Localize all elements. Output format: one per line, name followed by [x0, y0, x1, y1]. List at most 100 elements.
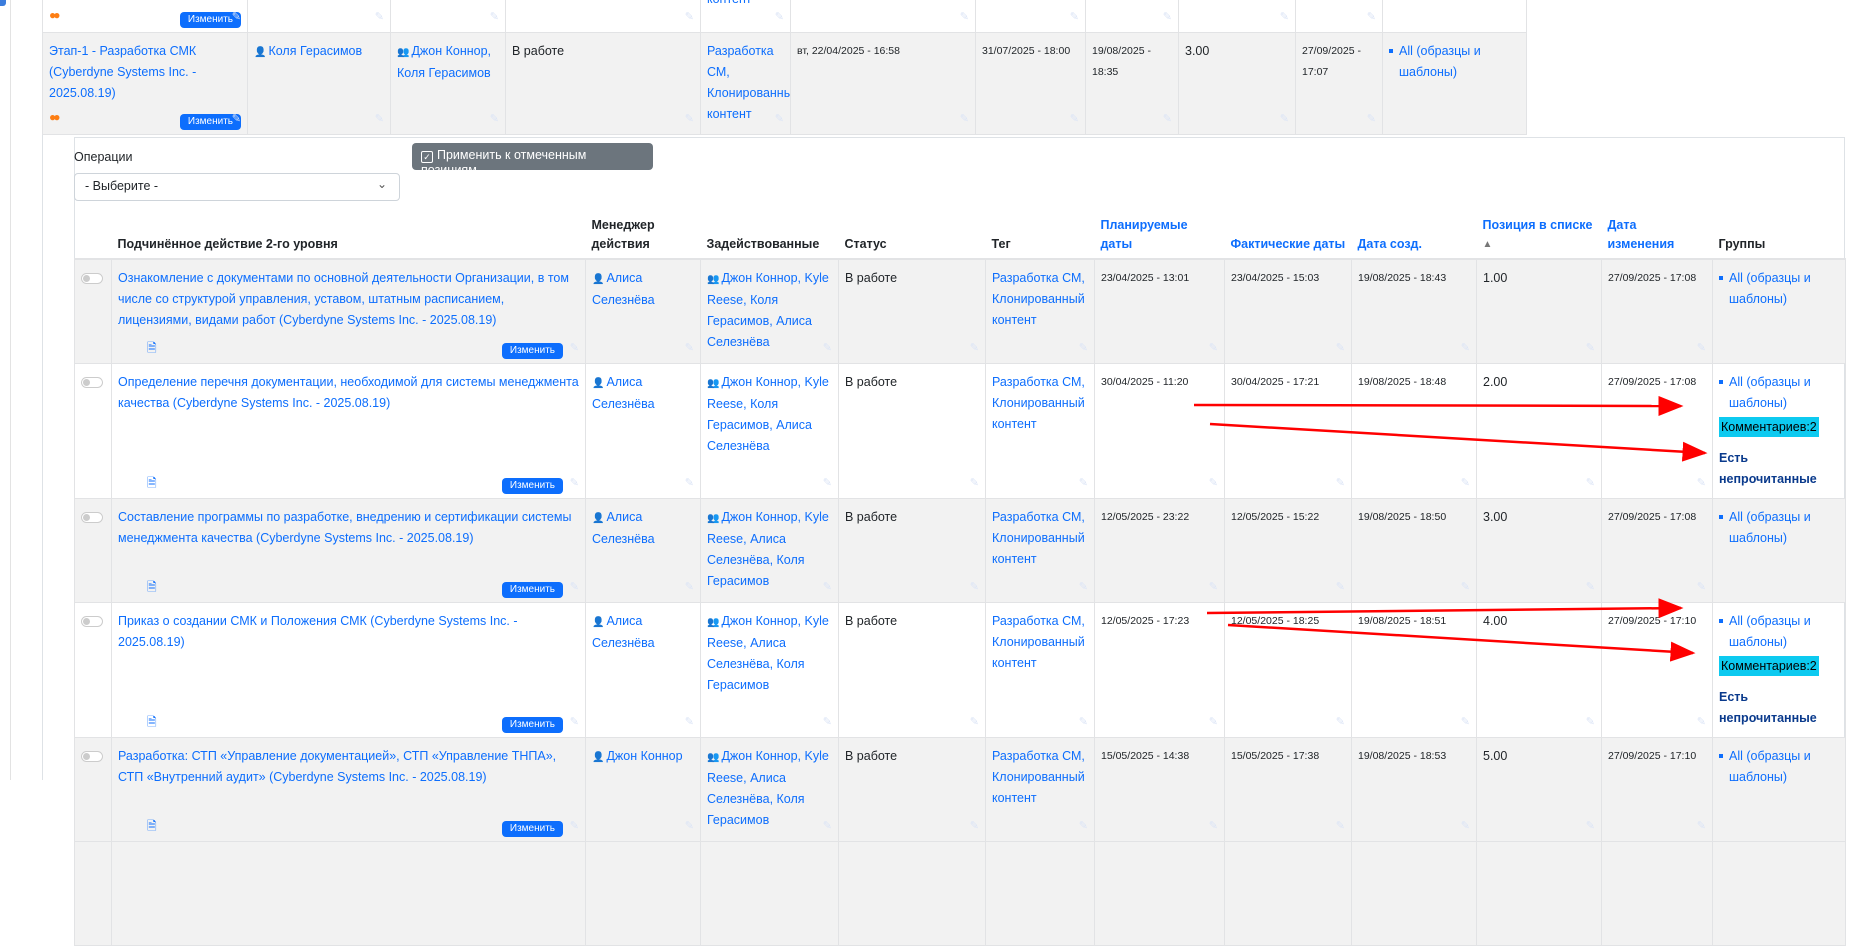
involved-links[interactable]: Джон Коннор, Kyle Reese, Алиса Селезнёва… [707, 748, 829, 827]
position-value: 4.00 [1476, 601, 1602, 738]
table-row: Ознакомление с документами по основной д… [74, 258, 1846, 364]
row-select-toggle[interactable] [81, 750, 103, 762]
status-cell: В работе [838, 362, 986, 499]
action-link[interactable]: Приказ о создании СМК и Положения СМК (C… [118, 613, 518, 649]
actual-date: 30/04/2025 - 17:21 [1224, 362, 1352, 499]
edit-button[interactable]: Изменить [501, 477, 563, 494]
col-groups: Группы [1712, 212, 1846, 260]
stage-link[interactable]: Этап-1 - Разработка СМК (Cyberdyne Syste… [49, 44, 197, 100]
checkbox-icon: ✓ [421, 151, 433, 163]
tag-link[interactable]: Разработка СМ, Клонированный контент [992, 509, 1085, 566]
edit-button[interactable]: Изменить [179, 12, 241, 28]
manager-link[interactable]: Алиса Селезнёва [592, 271, 655, 307]
involved-links[interactable]: Джон Коннор, Kyle Reese, Коля Герасимов,… [707, 374, 829, 453]
modified-date: 27/09/2025 - 17:10 [1601, 601, 1713, 738]
actual-date: 31/07/2025 - 18:00 [975, 32, 1086, 135]
tag-link[interactable]: Разработка СМ, Клонированный контент [992, 613, 1085, 670]
modified-date: 27/09/2025 - 17:07 [1295, 32, 1383, 135]
tag-link[interactable]: Разработка СМ, Клонированный контент [992, 748, 1085, 805]
unread-indicator: Есть непрочитанные [1719, 450, 1817, 486]
status-cell: В работе [838, 258, 986, 364]
select-value: - Выберите - [85, 179, 159, 193]
created-date: 19/08/2025 - 18:48 [1351, 362, 1477, 499]
comments-badge[interactable]: Комментариев:2 [1719, 655, 1819, 676]
position-value: 1.00 [1476, 258, 1602, 364]
group-link[interactable]: All (образцы и шаблоны) [1729, 748, 1811, 784]
document-icon[interactable]: 🗎 [147, 340, 157, 355]
manager-link[interactable]: Коля Герасимов [268, 44, 363, 58]
group-link[interactable]: All (образцы и шаблоны) [1729, 509, 1811, 545]
action-link[interactable]: Составление программы по разработке, вне… [118, 509, 572, 545]
unread-indicator: Есть непрочитанные [1719, 689, 1817, 725]
sort-asc-icon: ▲ [1482, 239, 1493, 250]
action-link[interactable]: Ознакомление с документами по основной д… [118, 271, 569, 327]
row-select-toggle[interactable] [81, 376, 103, 388]
stage-row: Этап-1 - Разработка СМК (Cyberdyne Syste… [42, 32, 1527, 135]
comments-badge[interactable]: Комментариев:2 [1719, 416, 1819, 437]
user-icon: 👤 [592, 377, 605, 389]
planned-date: 12/05/2025 - 23:22 [1094, 497, 1225, 603]
tag-link[interactable]: Разработка СМ, Клонированный контент [992, 374, 1085, 431]
col-manager: Менеджер действия [585, 212, 701, 260]
col-position-label: Позиция в списке [1482, 218, 1593, 232]
manager-link[interactable]: Алиса Селезнёва [592, 613, 655, 650]
involved-links[interactable]: Джон Коннор, Коля Герасимов [397, 44, 492, 80]
actual-date: 15/05/2025 - 17:38 [1224, 736, 1352, 842]
col-involved: Задействованные [700, 212, 839, 260]
modified-date: 27/09/2025 - 17:08 [1601, 258, 1713, 364]
user-icon: 👤 [592, 512, 605, 524]
action-link[interactable]: Разработка: СТП «Управление документацие… [118, 748, 557, 784]
sidebar-edge [0, 0, 6, 6]
table-row: Составление программы по разработке, вне… [74, 497, 1846, 603]
user-icon: 👤 [254, 47, 267, 58]
modified-date: 27/09/2025 - 17:08 [1601, 497, 1713, 603]
position-value: 3.00 [1476, 497, 1602, 603]
document-icon[interactable]: 🗎 [147, 818, 157, 833]
manager-link[interactable]: Алиса Селезнёва [592, 509, 655, 546]
involved-links[interactable]: Джон Коннор, Kyle Reese, Алиса Селезнёва… [707, 613, 829, 692]
document-icon[interactable]: 🗎 [147, 579, 157, 594]
col-created-sort[interactable]: Дата созд. [1351, 212, 1477, 260]
users-icon: 👥 [707, 377, 720, 389]
status-dots: ●● [49, 8, 60, 22]
manager-link[interactable]: Джон Коннор [606, 748, 683, 763]
group-link[interactable]: All (образцы и шаблоны) [1729, 374, 1811, 410]
edit-button[interactable]: Изменить [179, 114, 241, 130]
status-cell: В работе [505, 32, 701, 135]
created-date: 19/08/2025 - 18:53 [1351, 736, 1477, 842]
manager-link[interactable]: Алиса Селезнёва [592, 374, 655, 411]
edit-button[interactable]: Изменить [501, 581, 563, 598]
row-select-toggle[interactable] [81, 273, 103, 284]
action-link[interactable]: Определение перечня документации, необхо… [118, 374, 579, 410]
tag-link[interactable]: Разработка СМ, Клонированный контент [992, 271, 1085, 327]
involved-links[interactable]: Джон Коннор, Kyle Reese, Коля Герасимов,… [707, 271, 829, 349]
created-date: 19/08/2025 - 18:35 [1085, 32, 1179, 135]
edit-button[interactable]: Изменить [501, 820, 563, 837]
edit-button[interactable]: Изменить [501, 716, 563, 733]
col-position-sort[interactable]: Позиция в списке ▲ [1476, 212, 1602, 260]
col-modified-sort[interactable]: Дата изменения [1601, 212, 1713, 260]
document-icon[interactable]: 🗎 [147, 475, 157, 490]
row-select-toggle[interactable] [81, 511, 103, 523]
group-link[interactable]: All (образцы и шаблоны) [1729, 271, 1811, 306]
table-header: Подчинённое действие 2-го уровня Менедже… [74, 212, 1846, 260]
status-dots: ●● [49, 110, 60, 124]
created-date: 19/08/2025 - 18:43 [1351, 258, 1477, 364]
involved-links[interactable]: Джон Коннор, Kyle Reese, Алиса Селезнёва… [707, 509, 829, 588]
users-icon: 👥 [707, 616, 720, 628]
tag-link[interactable]: контент [707, 0, 752, 10]
apply-to-selected-button[interactable]: ✓ Применить к отмеченным позициям [412, 143, 653, 177]
col-planned-sort[interactable]: Планируемые даты [1094, 212, 1225, 260]
row-select-toggle[interactable] [81, 615, 103, 627]
edit-button[interactable]: Изменить [501, 342, 563, 359]
planned-date: 30/04/2025 - 11:20 [1094, 362, 1225, 499]
users-icon: 👥 [397, 47, 410, 58]
col-actual-sort[interactable]: Фактические даты [1224, 212, 1352, 260]
modified-date: 27/09/2025 - 17:10 [1601, 736, 1713, 842]
group-link[interactable]: All (образцы и шаблоны) [1399, 44, 1481, 79]
operations-select[interactable]: - Выберите - ⌄ [74, 173, 400, 201]
tag-link[interactable]: Разработка СМ, Клонированный контент [707, 44, 791, 121]
document-icon[interactable]: 🗎 [147, 714, 157, 729]
group-link[interactable]: All (образцы и шаблоны) [1729, 613, 1811, 649]
user-icon: 👤 [592, 274, 605, 285]
